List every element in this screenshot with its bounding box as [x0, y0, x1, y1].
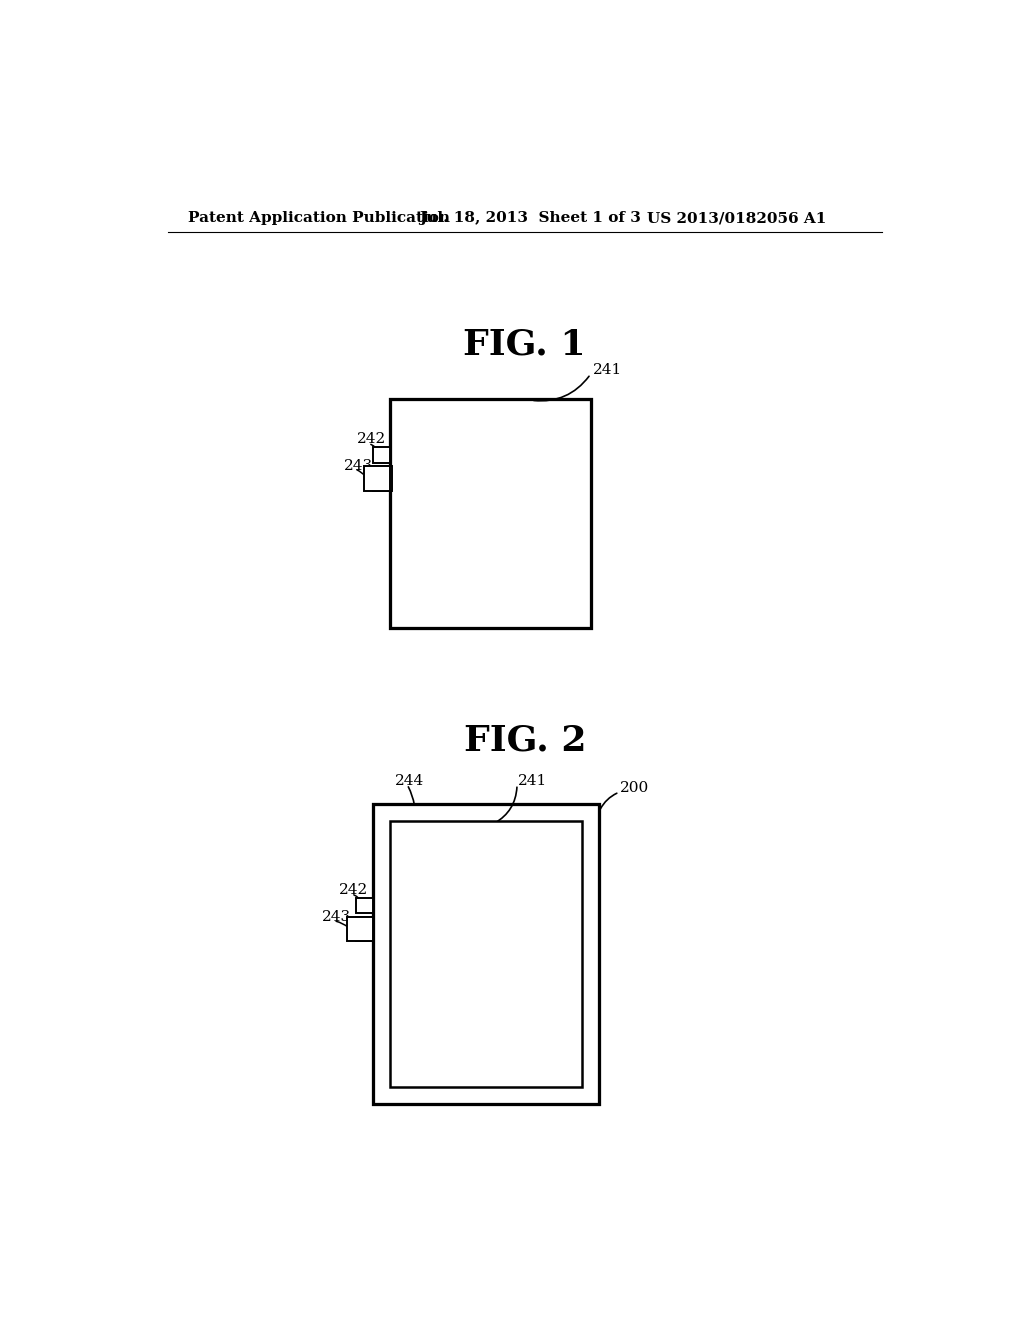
Text: 244: 244: [395, 774, 425, 788]
Text: 243: 243: [322, 909, 351, 924]
Text: FIG. 1: FIG. 1: [464, 327, 586, 362]
Bar: [346, 917, 373, 941]
Text: 243: 243: [343, 459, 373, 474]
Text: 200: 200: [621, 781, 649, 795]
Text: FIG. 2: FIG. 2: [464, 723, 586, 758]
Bar: [390, 821, 583, 1088]
Bar: [373, 447, 390, 462]
Text: US 2013/0182056 A1: US 2013/0182056 A1: [647, 211, 826, 226]
Bar: [373, 804, 599, 1104]
Text: 241: 241: [593, 363, 623, 378]
Bar: [364, 466, 390, 491]
Bar: [373, 466, 391, 491]
Text: 242: 242: [339, 883, 368, 896]
Bar: [356, 917, 375, 941]
Bar: [356, 898, 373, 913]
Bar: [390, 399, 592, 628]
Text: Jul. 18, 2013  Sheet 1 of 3: Jul. 18, 2013 Sheet 1 of 3: [419, 211, 640, 226]
Text: 241: 241: [518, 774, 547, 788]
Text: 242: 242: [356, 433, 386, 446]
Text: Patent Application Publication: Patent Application Publication: [188, 211, 451, 226]
